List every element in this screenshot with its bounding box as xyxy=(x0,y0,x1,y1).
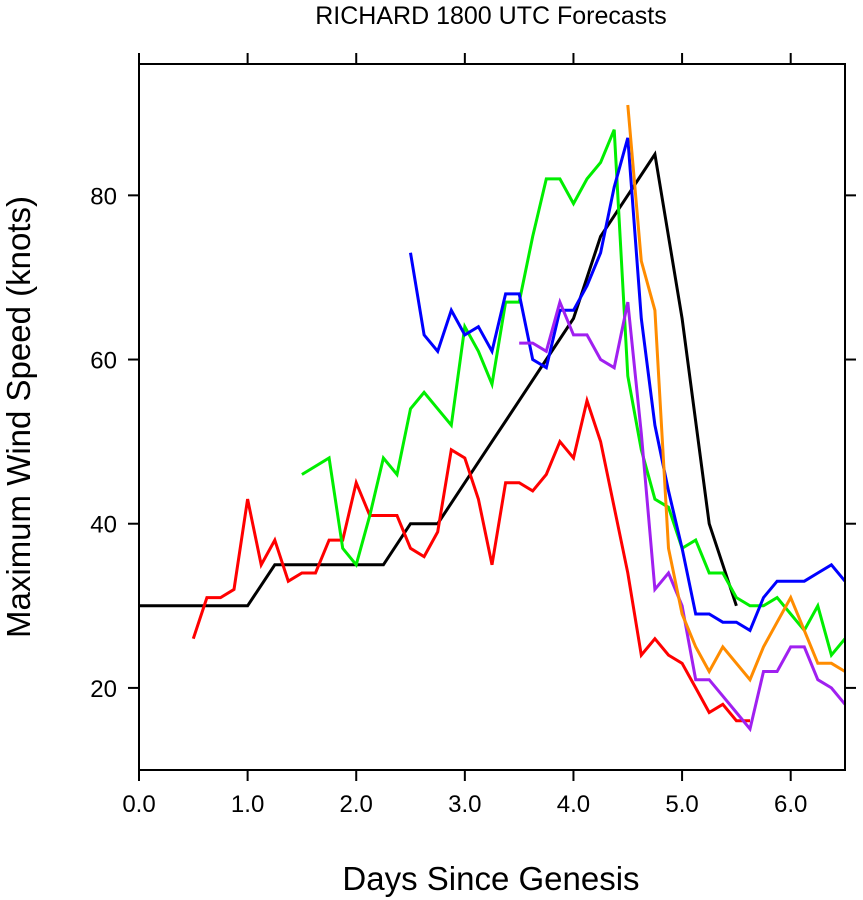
y-axis-label: Maximum Wind Speed (knots) xyxy=(0,196,37,638)
y-tick-label: 60 xyxy=(90,348,117,375)
x-tick-label: 5.0 xyxy=(665,791,698,818)
x-tick-label: 2.0 xyxy=(340,791,373,818)
series-line-0 xyxy=(139,150,738,608)
series-line-5 xyxy=(626,104,846,683)
series-line-2 xyxy=(301,129,847,659)
series-line-3 xyxy=(409,137,847,633)
y-tick-label: 40 xyxy=(90,512,117,539)
y-tick-label: 80 xyxy=(90,183,117,210)
chart-title: RICHARD 1800 UTC Forecasts xyxy=(315,2,666,30)
series-layer xyxy=(139,104,847,733)
x-axis-label: Days Since Genesis xyxy=(342,860,639,897)
x-tick-label: 1.0 xyxy=(231,791,264,818)
series-line-1 xyxy=(191,395,750,723)
plot-frame xyxy=(138,63,846,771)
series-line-4 xyxy=(519,297,847,733)
x-tick-label: 3.0 xyxy=(448,791,481,818)
y-tick-label: 20 xyxy=(90,676,117,703)
x-tick-label: 0.0 xyxy=(122,791,155,818)
x-tick-label: 6.0 xyxy=(774,791,807,818)
tick-layer: 0.0 1.0 2.0 3.0 4.0 5.0 6.0 20 40 60 80 xyxy=(90,53,856,818)
x-tick-label: 4.0 xyxy=(557,791,590,818)
